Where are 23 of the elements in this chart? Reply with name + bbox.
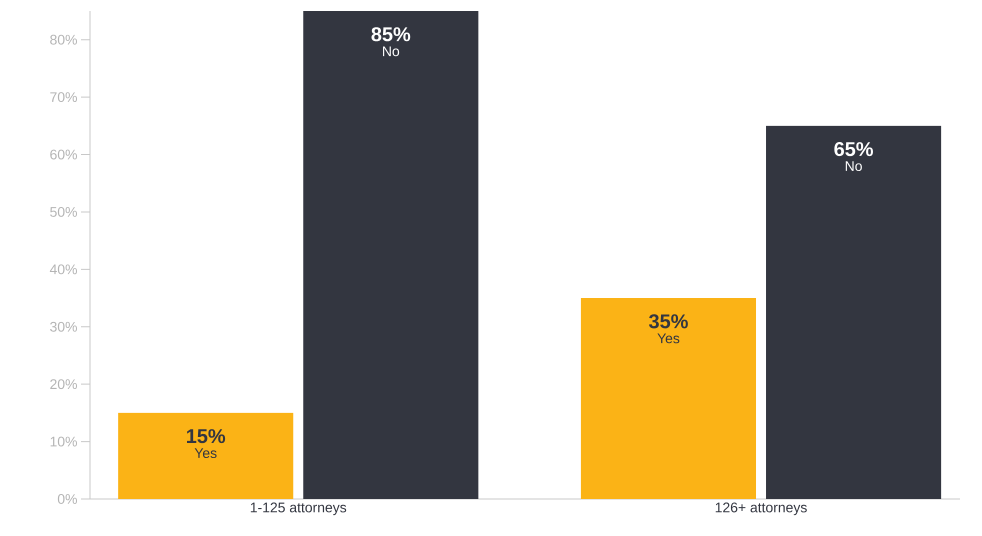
text: Yes — [657, 334, 680, 344]
bar — [303, 11, 478, 499]
bar — [580, 298, 756, 499]
series-label: Yes — [194, 448, 217, 458]
y-tick-label: 60% — [50, 150, 77, 160]
y-tick-label: 30% — [50, 322, 77, 332]
y-tick-label: 80% — [50, 34, 77, 45]
series-label: No — [846, 161, 862, 172]
text: No — [383, 46, 400, 56]
data-label: 65% — [834, 142, 873, 156]
bar — [766, 126, 942, 499]
x-tick-label: 1-125 attorneys — [250, 502, 346, 516]
y-tick-label: 50% — [50, 206, 77, 217]
x-tick-label: 126+ attorneys — [716, 502, 807, 516]
data-label: 35% — [648, 314, 688, 328]
data-label: 15% — [187, 429, 226, 444]
y-tick-label: 40% — [50, 264, 77, 274]
y-tick-label: 0% — [58, 494, 77, 504]
data-label: 85% — [371, 27, 410, 42]
y-tick-label: 70% — [50, 92, 77, 102]
bar — [118, 412, 294, 499]
y-tick-label: 10% — [50, 436, 77, 447]
y-tick-label: 20% — [50, 379, 77, 390]
